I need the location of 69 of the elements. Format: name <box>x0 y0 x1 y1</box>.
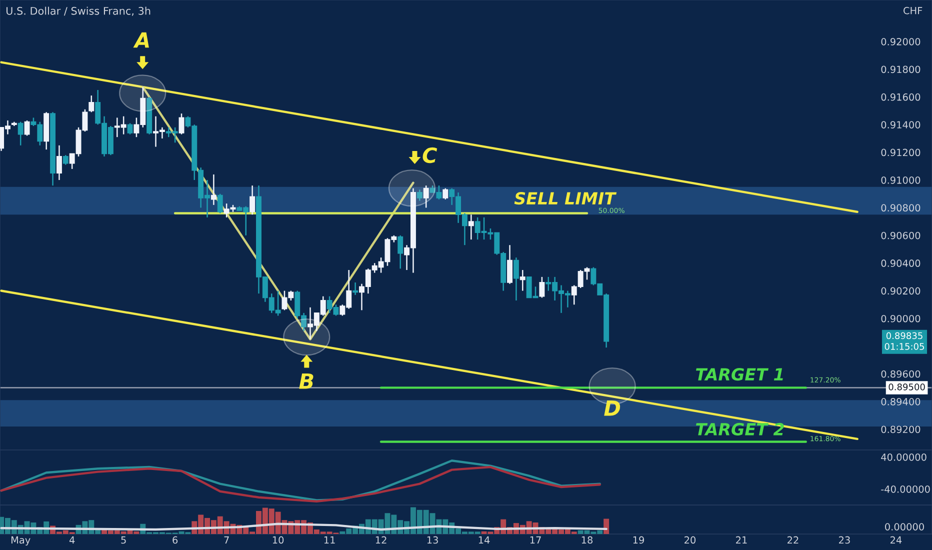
annotation: D <box>604 400 620 416</box>
candlestick <box>352 282 358 296</box>
x-tick-label: 6 <box>172 536 178 544</box>
annotation: B <box>299 374 314 389</box>
y-tick-label: 0.90000 <box>881 314 920 322</box>
candlestick <box>56 144 62 181</box>
bar <box>604 518 610 534</box>
y-tick-label: 0.91800 <box>881 66 920 74</box>
x-tick-label: 14 <box>478 536 490 544</box>
annotation: 0.00000 <box>885 523 924 530</box>
candlestick <box>210 174 216 206</box>
candlestick <box>127 122 133 135</box>
candlestick <box>250 184 256 216</box>
x-tick-label: 4 <box>69 536 75 544</box>
annotation: TARGET 2 <box>696 422 784 436</box>
annotation: 0.89835 01:15:05 <box>884 332 924 350</box>
candlestick <box>468 214 474 240</box>
x-tick-label: 11 <box>324 536 335 544</box>
x-tick-label: 17 <box>530 536 541 544</box>
x-tick-label: 23 <box>838 536 850 544</box>
x-tick-label: 21 <box>736 536 747 544</box>
x-tick-label: 20 <box>684 536 696 544</box>
x-tick-label: 10 <box>272 536 284 544</box>
annotation: A <box>133 32 149 48</box>
x-tick-label: 7 <box>224 536 229 544</box>
y-tick-label: 0.91600 <box>881 93 920 101</box>
text: U.S. Dollar / Swiss Franc, 3h <box>6 6 150 16</box>
annotation: TARGET 1 <box>696 368 783 381</box>
y-tick-label: 0.90800 <box>881 204 920 212</box>
y-axis-title: CHF <box>904 6 922 14</box>
y-tick-label: 0.92000 <box>881 38 920 46</box>
x-tick-label: 19 <box>633 536 644 544</box>
x-tick-label: 18 <box>582 536 593 544</box>
candlestick <box>24 120 30 136</box>
candlestick <box>520 269 526 292</box>
y-tick-label: 0.91000 <box>881 176 920 184</box>
candlestick <box>416 189 422 202</box>
y-tick-label: 0.89200 <box>881 426 920 434</box>
y-tick-label: 0.90400 <box>881 260 920 267</box>
candlestick <box>62 154 68 166</box>
annotation: C <box>422 147 438 164</box>
candlestick <box>507 244 513 284</box>
candlestick <box>539 276 545 298</box>
y-tick-label: 0.90200 <box>881 287 920 295</box>
y-tick-label: 0.91400 <box>881 121 920 128</box>
y-tick-label: 40.00000 <box>881 453 926 461</box>
y-tick-label: 0.90600 <box>881 232 920 240</box>
y-tick-label: 0.89400 <box>881 398 920 406</box>
line-series <box>0 460 601 502</box>
candlestick <box>442 188 448 200</box>
x-tick-label: 22 <box>788 536 798 544</box>
candlestick <box>217 193 223 214</box>
line-series <box>0 466 601 503</box>
x-tick-label: 13 <box>427 536 438 544</box>
x-tick-label: 5 <box>121 536 126 544</box>
ref-line-label: 0.89500 <box>888 383 925 390</box>
candlestick <box>423 184 429 208</box>
candlestick <box>513 256 519 302</box>
candlestick <box>178 112 184 135</box>
candlestick <box>398 234 404 270</box>
x-tick-label: 12 <box>376 536 386 544</box>
y-tick-label: -40.00000 <box>881 485 930 493</box>
x-tick-label: May <box>12 536 30 546</box>
annotation: SELL LIMIT <box>514 192 617 205</box>
candlestick <box>18 121 24 146</box>
y-tick-label: 0.91200 <box>881 148 920 156</box>
y-tick-label: 0.89600 <box>881 370 920 378</box>
candlestick <box>88 94 94 113</box>
x-tick-label: 24 <box>890 536 902 544</box>
